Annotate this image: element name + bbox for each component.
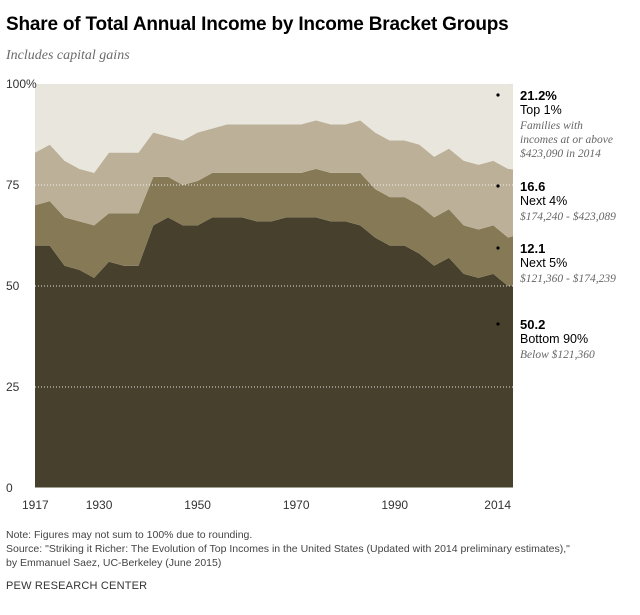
annotation-desc: $121,360 - $174,239 — [520, 272, 616, 285]
x-axis-ticks: 1917 1930 1950 1970 1990 2014 — [22, 498, 511, 512]
area-layer — [35, 83, 513, 488]
y-tick-label: 50 — [6, 279, 20, 293]
annotation-top1: 21.2%Top 1% Families with incomes at or ab… — [496, 88, 613, 160]
source-line-2: by Emmanuel Saez, UC-Berkeley (June 2015… — [6, 557, 222, 569]
stacked-area-chart: 0 25 50 75 100% 1917 1930 1950 1970 1990 2014 21.… — [6, 77, 616, 512]
x-tick-label: 2014 — [484, 498, 511, 512]
y-tick-label: 25 — [6, 380, 20, 394]
x-tick-label: 1930 — [86, 498, 113, 512]
x-tick-label: 1990 — [381, 498, 408, 512]
y-tick-label: 100% — [6, 77, 37, 91]
annotation-dot — [496, 322, 500, 326]
x-tick-label: 1970 — [283, 498, 310, 512]
annotation-dot — [496, 184, 500, 188]
annotation-value: 12.1 — [520, 241, 545, 256]
area-next4 — [35, 120, 513, 238]
series-annotations: 21.2%Top 1% Families with incomes at or ab… — [496, 88, 616, 361]
gridlines — [35, 184, 513, 489]
annotation-name: Top 1% — [520, 103, 562, 117]
x-tick-label: 1950 — [184, 498, 211, 512]
x-tick-label: 1917 — [22, 498, 49, 512]
annotation-desc: Families with — [519, 120, 583, 132]
annotation-value: 16.6 — [520, 179, 545, 194]
annotation-dot — [496, 246, 500, 250]
annotation-desc: $423,090 in 2014 — [520, 147, 601, 160]
footer-notes: Note: Figures may not sum to 100% due to… — [6, 528, 570, 570]
area-next5 — [35, 168, 513, 286]
y-tick-label: 75 — [6, 178, 20, 192]
annotation-name: Next 5% — [520, 256, 567, 270]
area-bottom90 — [35, 217, 513, 488]
footnote: Note: Figures may not sum to 100% due to… — [6, 529, 253, 541]
annotation-value: 21.2% — [520, 88, 557, 103]
annotation-desc: Below $121,360 — [520, 348, 595, 361]
annotation-desc: $174,240 - $423,089 — [520, 210, 616, 223]
annotation-name: Bottom 90% — [520, 332, 588, 346]
chart-title: Share of Total Annual Income by Income B… — [6, 14, 509, 35]
brand-label: PEW RESEARCH CENTER — [6, 580, 148, 592]
chart-subtitle: Includes capital gains — [6, 48, 130, 63]
area-top1 — [35, 83, 513, 173]
y-axis-ticks: 0 25 50 75 100% — [6, 77, 37, 495]
annotation-value: 50.2 — [520, 317, 545, 332]
annotation-name: Next 4% — [520, 194, 567, 208]
source-line-1: Source: "Striking it Richer: The Evoluti… — [6, 543, 570, 555]
annotation-dot — [496, 93, 500, 97]
y-tick-label: 0 — [6, 481, 13, 495]
annotation-desc: incomes at or above — [520, 134, 613, 146]
